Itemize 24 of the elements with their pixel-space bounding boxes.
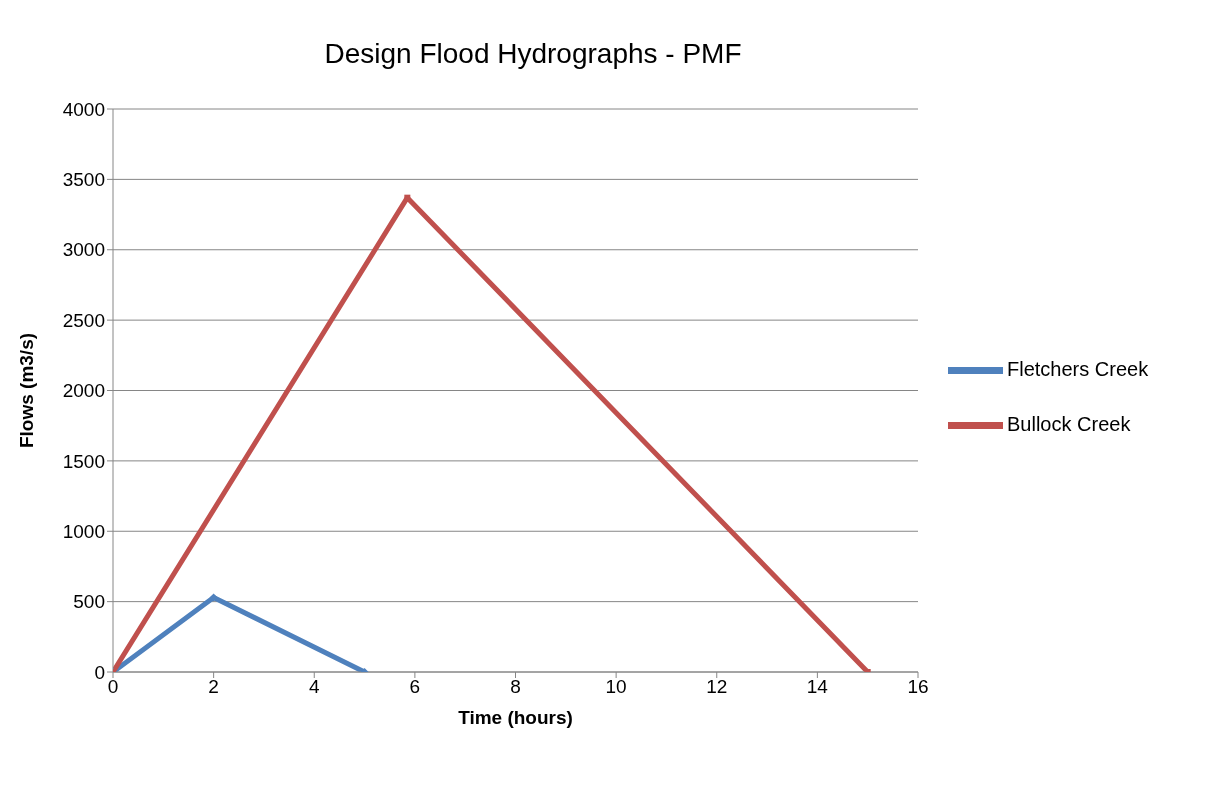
- y-axis-title: Flows (m3/s): [15, 332, 37, 449]
- y-tick-label: 500: [73, 591, 105, 613]
- x-tick-label: 12: [706, 676, 728, 698]
- y-tick-label: 2500: [62, 309, 105, 331]
- y-tick-label: 4000: [62, 98, 105, 120]
- x-tick-label: 8: [510, 676, 521, 698]
- x-axis-title: Time (hours): [458, 707, 573, 728]
- y-tick-label: 1000: [62, 520, 105, 542]
- x-tick-label: 4: [308, 676, 320, 698]
- x-tick-label: 16: [907, 676, 929, 698]
- x-tick-label: 10: [605, 676, 627, 698]
- y-tick-label: 3000: [62, 239, 105, 261]
- y-tick-label: 2000: [62, 380, 105, 402]
- y-tick-label: 1500: [62, 450, 105, 472]
- x-tick-label: 6: [409, 676, 421, 698]
- x-tick-label: 2: [208, 676, 219, 698]
- chart-title: Design Flood Hydrographs - PMF: [323, 38, 743, 70]
- y-tick-label: 0: [94, 661, 105, 683]
- legend-label: Bullock Creek: [1007, 412, 1131, 435]
- x-tick-label: 0: [107, 676, 119, 698]
- x-tick-label: 14: [806, 676, 829, 698]
- y-tick-label: 3500: [62, 169, 105, 191]
- point: [209, 593, 218, 602]
- legend-label: Fletchers Creek: [1007, 357, 1149, 380]
